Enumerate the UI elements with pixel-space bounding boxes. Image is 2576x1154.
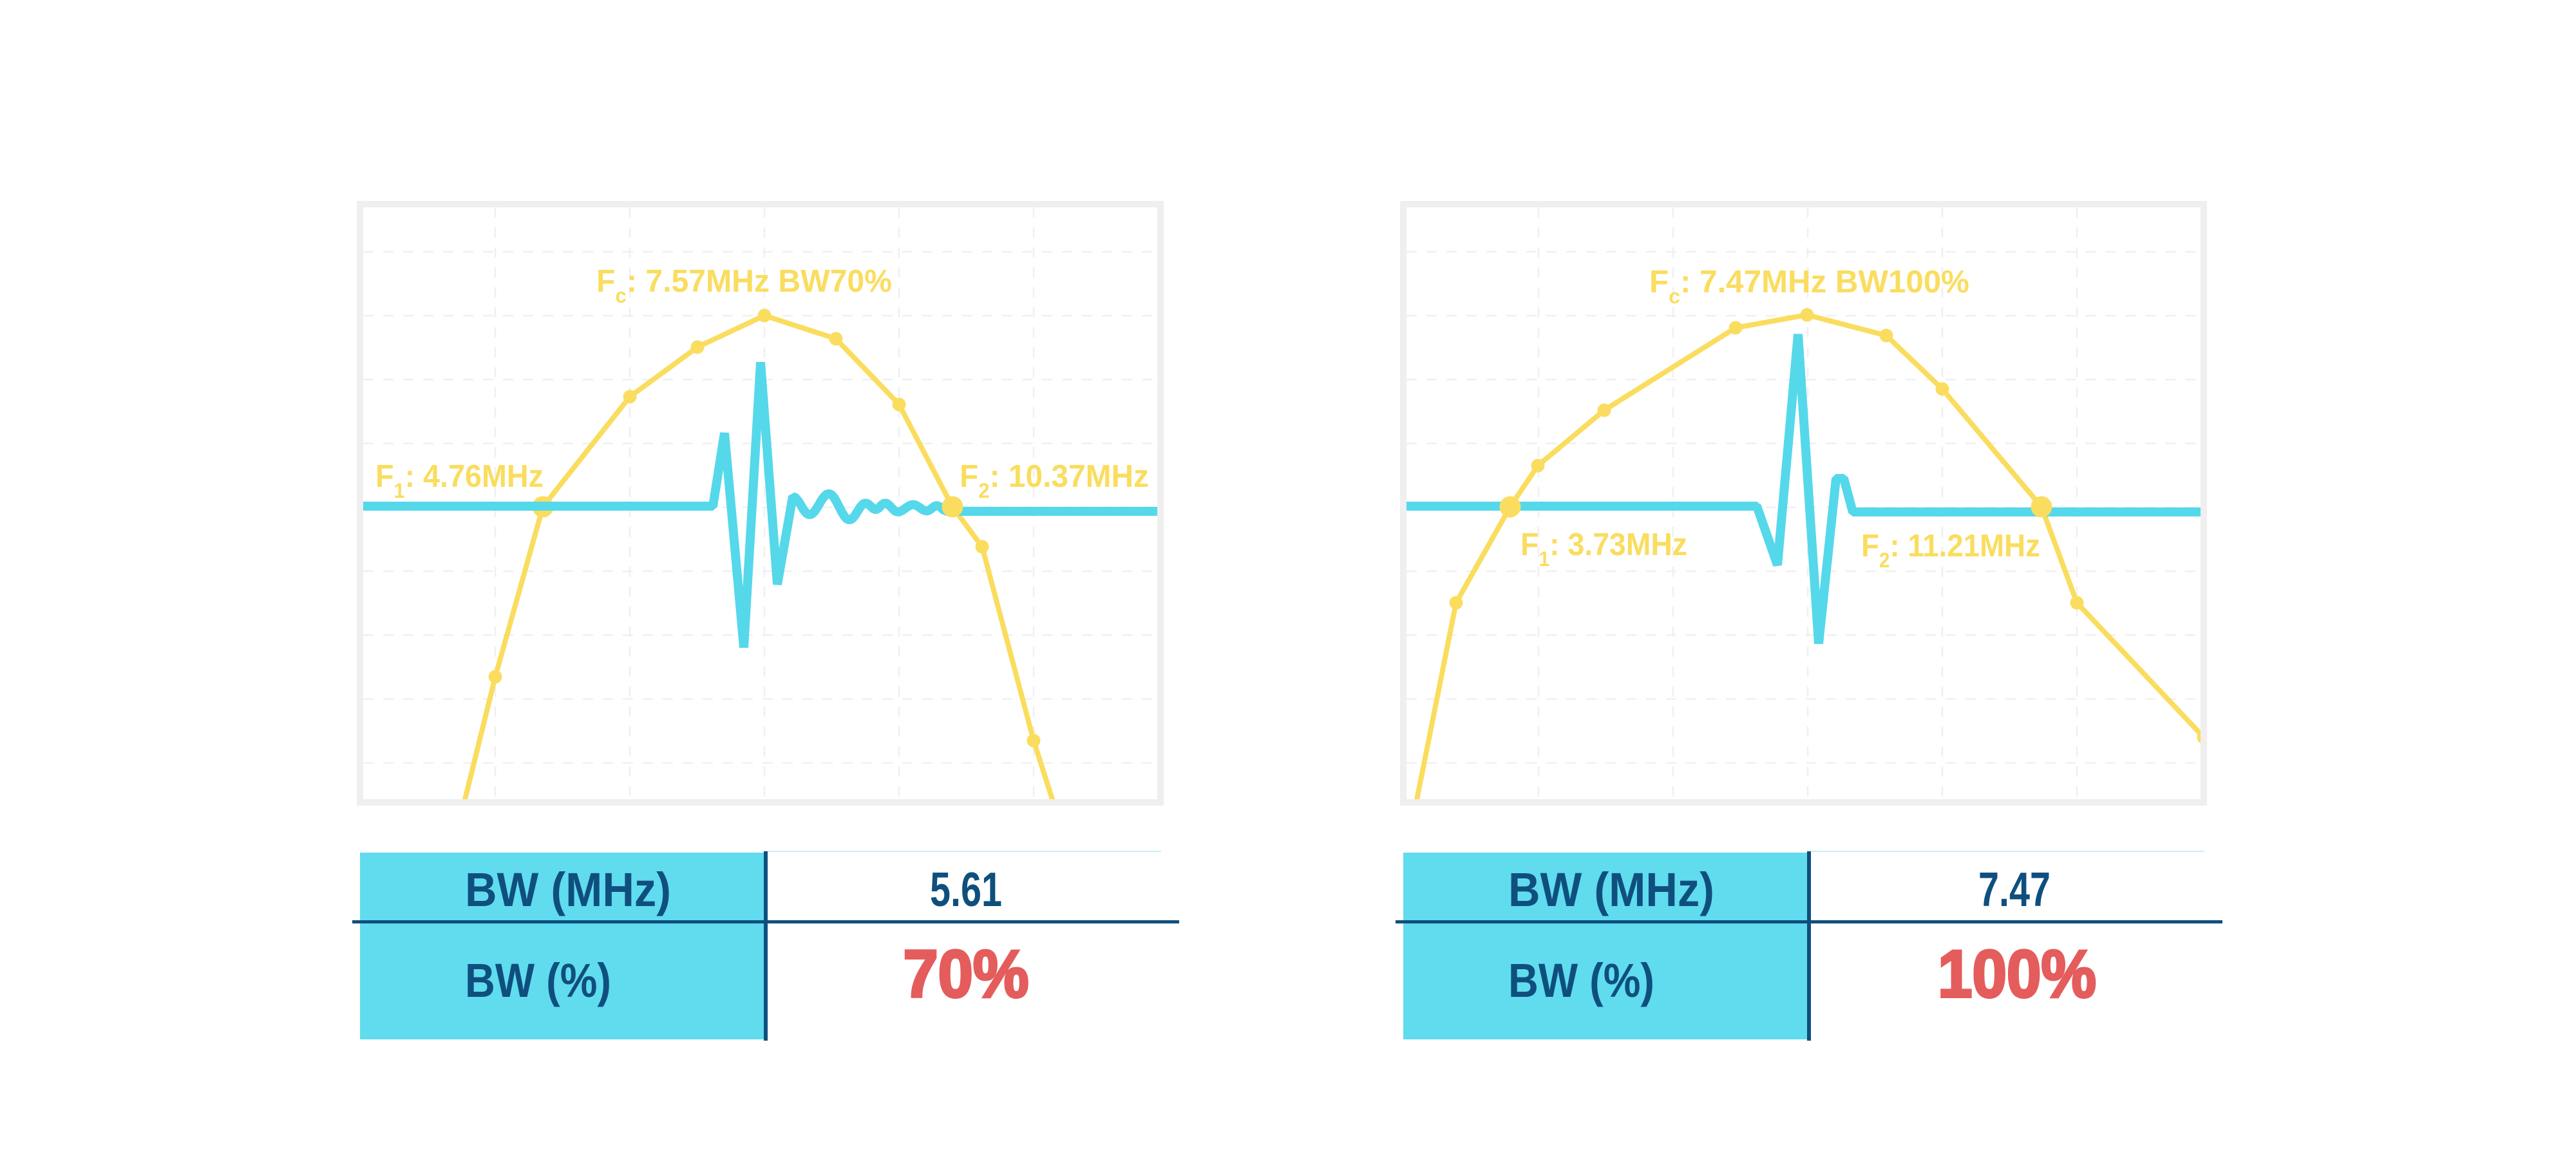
svg-text:70%: 70% <box>904 937 1029 1012</box>
svg-text:100%: 100% <box>1938 937 2096 1012</box>
svg-text:5.61: 5.61 <box>930 862 1002 916</box>
svg-text:BW (MHz): BW (MHz) <box>1508 863 1714 916</box>
svg-text:7.47: 7.47 <box>1978 862 2050 916</box>
svg-text:BW (%): BW (%) <box>1508 954 1654 1007</box>
svg-text:BW (MHz): BW (MHz) <box>465 863 671 916</box>
svg-text:BW (%): BW (%) <box>465 954 611 1007</box>
